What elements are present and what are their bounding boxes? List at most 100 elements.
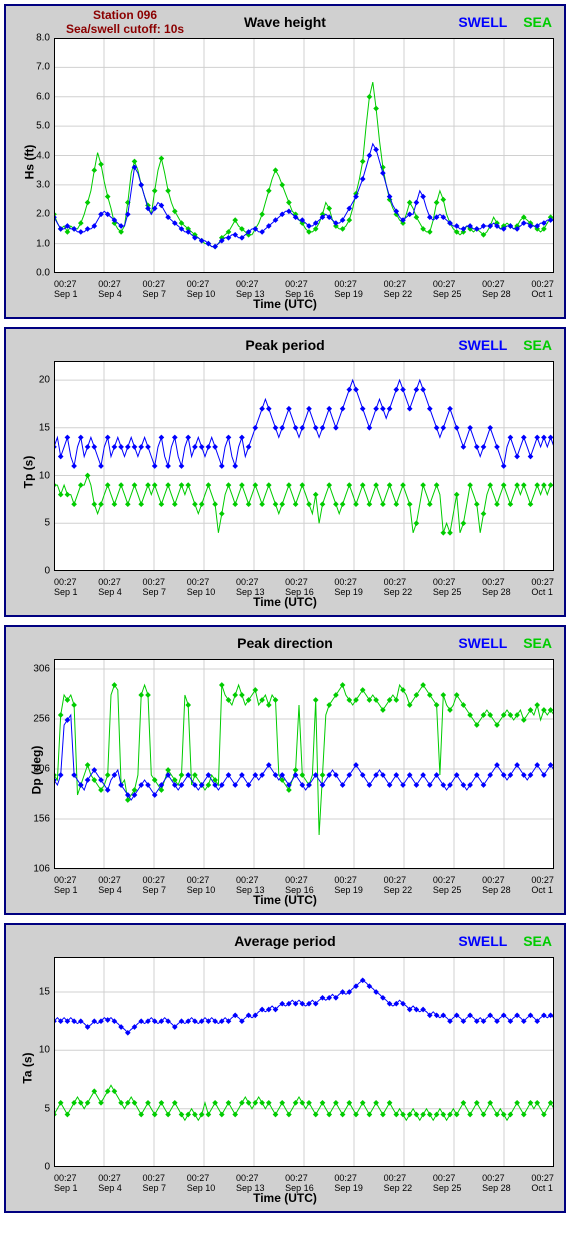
- ytick-label: 206: [33, 764, 50, 775]
- xtick-label: 00:27Sep 22: [384, 875, 413, 895]
- xtick-label: 00:27Sep 4: [98, 577, 122, 597]
- legend-sea: SEA: [523, 933, 552, 949]
- legend-sea: SEA: [523, 635, 552, 651]
- xtick-label: 00:27Sep 22: [384, 577, 413, 597]
- xtick-label: 00:27Oct 1: [531, 875, 554, 895]
- ytick-label: 2.0: [36, 209, 50, 220]
- xtick-label: 00:27Sep 25: [433, 577, 462, 597]
- plot-area: 051015: [54, 957, 554, 1167]
- ytick-label: 0: [44, 1162, 50, 1173]
- xtick-label: 00:27Sep 10: [187, 875, 216, 895]
- xtick-label: 00:27Sep 1: [54, 875, 78, 895]
- xtick-label: 00:27Sep 25: [433, 1173, 462, 1193]
- ytick-label: 256: [33, 714, 50, 725]
- xtick-label: 00:27Sep 1: [54, 279, 78, 299]
- xtick-label: 00:27Sep 28: [482, 577, 511, 597]
- xtick-label: 00:27Sep 25: [433, 279, 462, 299]
- xtick-label: 00:27Sep 7: [142, 279, 166, 299]
- xtick-label: 00:27Sep 19: [334, 875, 363, 895]
- ytick-label: 5.0: [36, 121, 50, 132]
- panel-average-period: Average period SWELL SEA Ta (s) 051015 0…: [4, 923, 566, 1213]
- xtick-label: 00:27Sep 4: [98, 279, 122, 299]
- xtick-label: 00:27Sep 16: [285, 279, 314, 299]
- panel-header: Peak period SWELL SEA: [6, 329, 564, 361]
- panel-peak-direction: Peak direction SWELL SEA Dp (deg) 106156…: [4, 625, 566, 915]
- ytick-label: 10: [39, 1045, 50, 1056]
- xtick-label: 00:27Sep 7: [142, 1173, 166, 1193]
- xtick-label: 00:27Sep 13: [236, 1173, 265, 1193]
- ytick-label: 7.0: [36, 62, 50, 73]
- x-axis-label: Time (UTC): [6, 297, 564, 317]
- xtick-label: 00:27Sep 1: [54, 577, 78, 597]
- legend-sea: SEA: [523, 337, 552, 353]
- ytick-label: 1.0: [36, 238, 50, 249]
- ytick-label: 15: [39, 987, 50, 998]
- xtick-label: 00:27Sep 16: [285, 875, 314, 895]
- xtick-label: 00:27Sep 19: [334, 1173, 363, 1193]
- xtick-label: 00:27Sep 16: [285, 1173, 314, 1193]
- xtick-label: 00:27Sep 28: [482, 279, 511, 299]
- panel-legend: SWELL SEA: [458, 14, 552, 30]
- xtick-label: 00:27Sep 22: [384, 1173, 413, 1193]
- panel-title: Average period: [234, 933, 335, 949]
- ytick-label: 6.0: [36, 91, 50, 102]
- plot-area: 106156206256306: [54, 659, 554, 869]
- panel-wave-height: Station 096Sea/swell cutoff: 10s Wave he…: [4, 4, 566, 319]
- xtick-label: 00:27Oct 1: [531, 577, 554, 597]
- xtick-label: 00:27Sep 4: [98, 875, 122, 895]
- xtick-row: 00:27Sep 1 00:27Sep 4 00:27Sep 7 00:27Sep 1…: [54, 279, 554, 299]
- plot-area: 05101520: [54, 361, 554, 571]
- xtick-label: 00:27Sep 1: [54, 1173, 78, 1193]
- legend-swell: SWELL: [458, 933, 507, 949]
- ytick-label: 306: [33, 664, 50, 675]
- station-label: Station 096Sea/swell cutoff: 10s: [66, 8, 184, 36]
- chart-svg: [54, 38, 554, 273]
- xtick-label: 00:27Sep 19: [334, 279, 363, 299]
- ytick-label: 8.0: [36, 33, 50, 44]
- ytick-label: 156: [33, 814, 50, 825]
- xtick-label: 00:27Sep 25: [433, 875, 462, 895]
- plot-area: 0.01.02.03.04.05.06.07.08.0: [54, 38, 554, 273]
- panel-header: Average period SWELL SEA: [6, 925, 564, 957]
- panel-header: Station 096Sea/swell cutoff: 10s Wave he…: [6, 6, 564, 38]
- xtick-label: 00:27Sep 13: [236, 577, 265, 597]
- xtick-row: 00:27Sep 1 00:27Sep 4 00:27Sep 7 00:27Sep 1…: [54, 875, 554, 895]
- xtick-row: 00:27Sep 1 00:27Sep 4 00:27Sep 7 00:27Sep 1…: [54, 577, 554, 597]
- panel-legend: SWELL SEA: [458, 635, 552, 651]
- xtick-row: 00:27Sep 1 00:27Sep 4 00:27Sep 7 00:27Sep 1…: [54, 1173, 554, 1193]
- legend-swell: SWELL: [458, 635, 507, 651]
- ytick-label: 10: [39, 470, 50, 481]
- xtick-label: 00:27Sep 16: [285, 577, 314, 597]
- xtick-label: 00:27Sep 13: [236, 875, 265, 895]
- xtick-label: 00:27Sep 10: [187, 577, 216, 597]
- panel-title: Wave height: [244, 14, 326, 30]
- x-axis-label: Time (UTC): [6, 893, 564, 913]
- panel-title: Peak direction: [237, 635, 333, 651]
- legend-swell: SWELL: [458, 337, 507, 353]
- ytick-label: 0: [44, 566, 50, 577]
- panel-peak-period: Peak period SWELL SEA Tp (s) 05101520 00…: [4, 327, 566, 617]
- ytick-label: 4.0: [36, 150, 50, 161]
- panel-header: Peak direction SWELL SEA: [6, 627, 564, 659]
- xtick-label: 00:27Sep 22: [384, 279, 413, 299]
- xtick-label: 00:27Sep 28: [482, 1173, 511, 1193]
- x-axis-label: Time (UTC): [6, 1191, 564, 1211]
- xtick-label: 00:27Sep 7: [142, 577, 166, 597]
- x-axis-label: Time (UTC): [6, 595, 564, 615]
- xtick-label: 00:27Sep 10: [187, 279, 216, 299]
- xtick-label: 00:27Oct 1: [531, 1173, 554, 1193]
- xtick-label: 00:27Sep 13: [236, 279, 265, 299]
- ytick-label: 20: [39, 375, 50, 386]
- ytick-label: 15: [39, 422, 50, 433]
- xtick-label: 00:27Sep 7: [142, 875, 166, 895]
- ytick-label: 3.0: [36, 179, 50, 190]
- y-axis-label: Hs (ft): [22, 144, 36, 179]
- legend-sea: SEA: [523, 14, 552, 30]
- chart-svg: [54, 361, 554, 571]
- ytick-label: 0.0: [36, 268, 50, 279]
- xtick-label: 00:27Oct 1: [531, 279, 554, 299]
- ytick-label: 5: [44, 1103, 50, 1114]
- ytick-label: 106: [33, 864, 50, 875]
- xtick-label: 00:27Sep 4: [98, 1173, 122, 1193]
- panel-legend: SWELL SEA: [458, 337, 552, 353]
